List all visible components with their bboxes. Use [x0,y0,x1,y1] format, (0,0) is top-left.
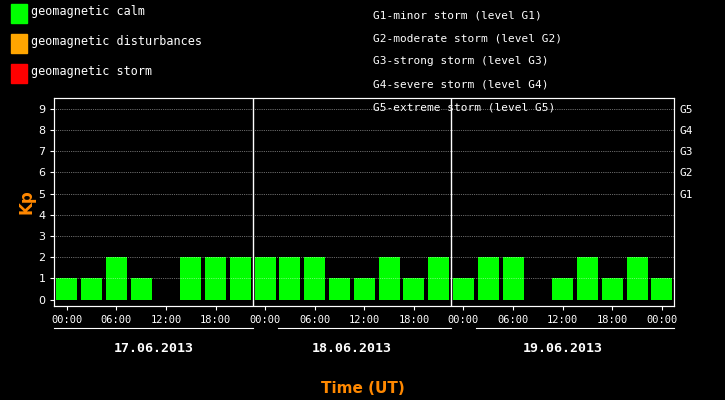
Bar [478,257,499,300]
Text: geomagnetic storm: geomagnetic storm [31,66,152,78]
Text: G2-moderate storm (level G2): G2-moderate storm (level G2) [373,33,563,43]
Bar [106,257,127,300]
Bar [304,257,326,300]
Bar [378,257,399,300]
Text: 18.06.2013: 18.06.2013 [312,342,392,355]
Bar [602,278,623,300]
Bar [279,257,300,300]
Text: 17.06.2013: 17.06.2013 [114,342,194,355]
Text: 19.06.2013: 19.06.2013 [523,342,602,355]
Bar [453,278,474,300]
Bar [230,257,251,300]
Text: geomagnetic calm: geomagnetic calm [31,6,145,18]
Y-axis label: Kp: Kp [17,190,36,214]
Bar [502,257,523,300]
Text: G3-strong storm (level G3): G3-strong storm (level G3) [373,56,549,66]
Bar [329,278,350,300]
Bar [354,278,375,300]
Bar [428,257,450,300]
Bar [577,257,598,300]
Bar [130,278,152,300]
Bar [181,257,202,300]
Text: G4-severe storm (level G4): G4-severe storm (level G4) [373,80,549,90]
Bar [57,278,78,300]
Bar [81,278,102,300]
Bar [651,278,672,300]
Bar [552,278,573,300]
Bar [626,257,647,300]
Bar [403,278,424,300]
Text: G1-minor storm (level G1): G1-minor storm (level G1) [373,10,542,20]
Text: geomagnetic disturbances: geomagnetic disturbances [31,36,202,48]
Bar [254,257,276,300]
Text: G5-extreme storm (level G5): G5-extreme storm (level G5) [373,103,555,113]
Text: Time (UT): Time (UT) [320,381,405,396]
Bar [205,257,226,300]
